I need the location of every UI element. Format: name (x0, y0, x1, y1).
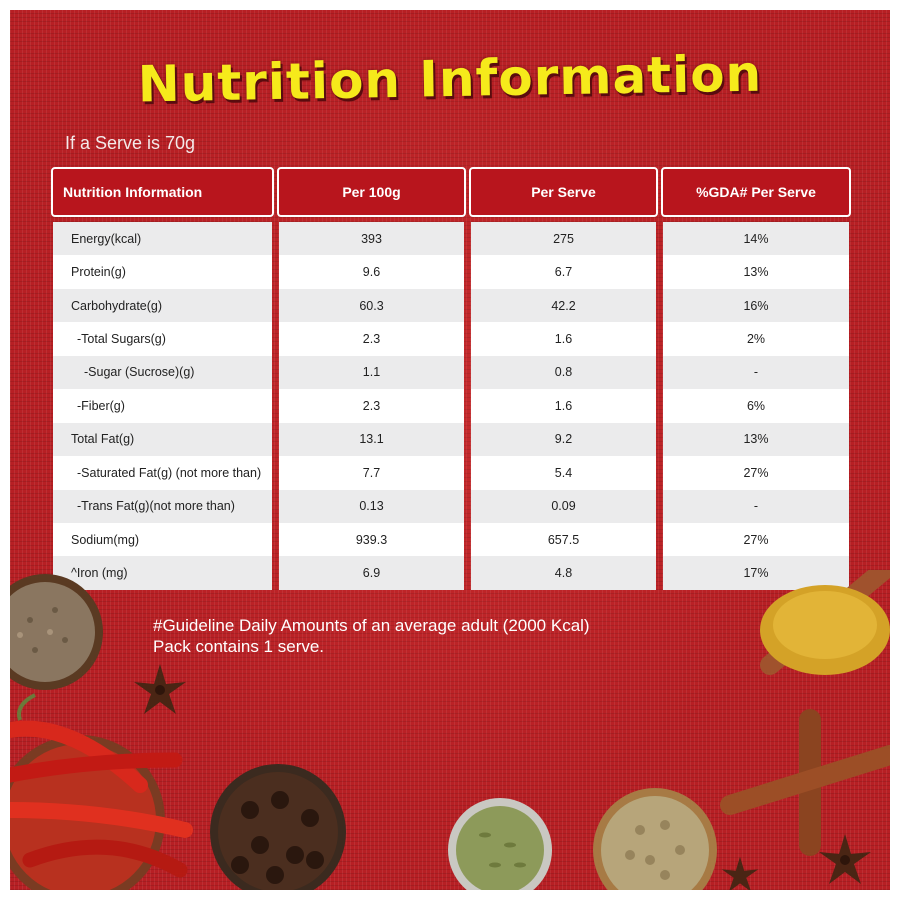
nutrient-label: Protein(g) (71, 265, 126, 280)
spices-illustration (10, 570, 890, 890)
table-cell: 0.09 (471, 489, 656, 523)
table-cell: 2.3 (279, 322, 464, 356)
table-cell: 27% (663, 456, 849, 490)
table-cell: 13.1 (279, 422, 464, 457)
table-cell: 60.3 (279, 288, 464, 323)
star-anise-icon (134, 664, 186, 714)
burlap-background: Nutrition Information If a Serve is 70g … (10, 10, 890, 890)
table-row: -Trans Fat(g)(not more than) (53, 489, 272, 523)
table-row: Protein(g) (53, 255, 272, 289)
table-cell: - (663, 355, 849, 390)
table-cell: 27% (663, 522, 849, 557)
nutrient-label: Sodium(mg) (71, 532, 140, 547)
nutrient-label: Energy(kcal) (71, 231, 142, 246)
nutrient-label: Carbohydrate(g) (71, 298, 163, 313)
table-cell: 17% (663, 556, 849, 590)
table-row: Carbohydrate(g) (53, 288, 272, 323)
table-cell: 13% (663, 255, 849, 289)
cloves-bowl-icon (210, 764, 346, 890)
header-per-100g: Per 100g (277, 167, 466, 217)
table-cell: 5.4 (471, 456, 656, 490)
table-cell: 7.7 (279, 456, 464, 490)
table-cell: 1.6 (471, 389, 656, 423)
table-cell: 2% (663, 322, 849, 356)
table-cell: 393 (279, 222, 464, 256)
red-chillies-icon (10, 693, 193, 890)
table-row: -Saturated Fat(g) (not more than) (53, 456, 272, 490)
star-anise-icon (721, 856, 759, 890)
table-cell: 16% (663, 288, 849, 323)
column-gda: 14% 13% 16% 2% - 6% 13% 27% - 27% 17% (663, 222, 849, 590)
table-cell: 275 (471, 222, 656, 256)
table-cell: 1.1 (279, 355, 464, 390)
table-cell: 9.2 (471, 422, 656, 457)
header-gda: %GDA# Per Serve (661, 167, 851, 217)
table-row: Energy(kcal) (53, 222, 272, 256)
nutrient-label: -Total Sugars(g) (77, 332, 166, 347)
table-cell: 1.6 (471, 322, 656, 356)
table-row: ^Iron (mg) (53, 556, 272, 590)
table-row: -Fiber(g) (53, 389, 272, 423)
header-nutrient: Nutrition Information (51, 167, 274, 217)
turmeric-spoon-icon (760, 585, 890, 675)
star-anise-icon (819, 834, 871, 884)
footnote: #Guideline Daily Amounts of an average a… (153, 615, 590, 657)
nutrient-label: -Saturated Fat(g) (not more than) (77, 465, 262, 480)
page-title: Nutrition Information (137, 44, 763, 114)
table-row: Sodium(mg) (53, 522, 272, 557)
table-cell: 0.8 (471, 355, 656, 390)
table-cell: 6.7 (471, 255, 656, 289)
table-cell: 2.3 (279, 389, 464, 423)
fennel-bowl-icon (448, 798, 552, 890)
table-cell: 13% (663, 422, 849, 457)
nutrient-label: -Trans Fat(g)(not more than) (77, 499, 235, 514)
table-cell: - (663, 489, 849, 523)
table-cell: 14% (663, 222, 849, 256)
coriander-bowl-icon (593, 788, 717, 890)
table-cell: 939.3 (279, 522, 464, 557)
serve-size-note: If a Serve is 70g (65, 133, 196, 153)
header-per-serve: Per Serve (469, 167, 658, 217)
cumin-bowl-icon (10, 574, 103, 690)
table-cell: 42.2 (471, 288, 656, 323)
nutrient-label: -Sugar (Sucrose)(g) (84, 365, 195, 380)
nutrient-label: ^Iron (mg) (71, 566, 128, 581)
column-per-100g: 393 9.6 60.3 2.3 1.1 2.3 13.1 7.7 0.13 9… (279, 222, 464, 590)
table-cell: 0.13 (279, 489, 464, 523)
table-row: Total Fat(g) (53, 422, 272, 457)
table-cell: 9.6 (279, 255, 464, 289)
table-cell: 657.5 (471, 522, 656, 557)
column-per-serve: 275 6.7 42.2 1.6 0.8 1.6 9.2 5.4 0.09 65… (471, 222, 656, 590)
table-cell: 6.9 (279, 556, 464, 590)
column-nutrient: Energy(kcal) Protein(g) Carbohydrate(g) … (53, 222, 272, 590)
table-row: -Total Sugars(g) (53, 322, 272, 356)
footnote-pack: Pack contains 1 serve. (153, 637, 325, 656)
table-row: -Sugar (Sucrose)(g) (53, 355, 272, 390)
footnote-gda: #Guideline Daily Amounts of an average a… (153, 616, 590, 635)
nutrient-label: -Fiber(g) (77, 398, 125, 413)
nutrient-label: Total Fat(g) (71, 432, 135, 447)
table-cell: 6% (663, 389, 849, 423)
table-cell: 4.8 (471, 556, 656, 590)
